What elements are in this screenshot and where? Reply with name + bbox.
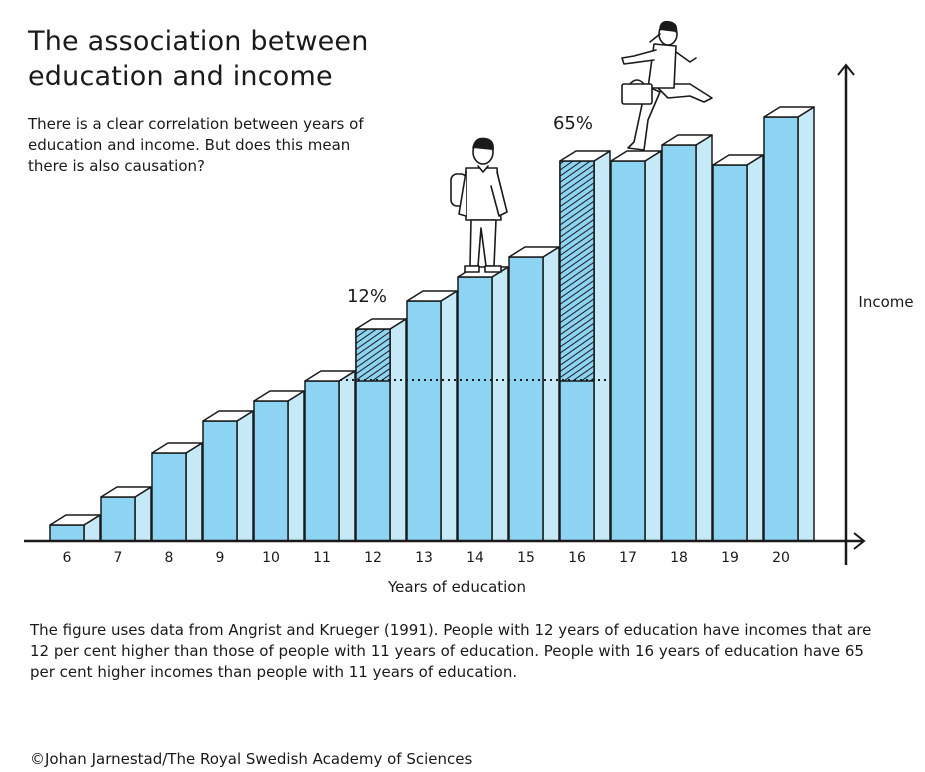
x-axis-arrow-icon	[853, 532, 866, 550]
x-tick-label: 9	[216, 550, 225, 566]
bar-front	[100, 496, 136, 542]
bar-increase-hatch	[355, 328, 391, 382]
bar-top	[202, 410, 254, 422]
bar-front	[508, 256, 544, 542]
bar-top	[355, 318, 407, 330]
y-axis-arrow-icon	[837, 63, 855, 76]
bar-20	[763, 106, 815, 542]
x-tick-label: 16	[568, 550, 586, 566]
bar-front	[304, 380, 340, 542]
bar-8	[151, 442, 203, 542]
bar-top	[253, 390, 305, 402]
bar-12	[355, 318, 407, 542]
bar-15	[508, 246, 560, 542]
x-axis-label: Years of education	[387, 578, 526, 596]
bar-top	[406, 290, 458, 302]
bar-front	[610, 160, 646, 542]
x-tick-label: 17	[619, 550, 637, 566]
annotation-65-percent: 65%	[553, 113, 593, 134]
bar-front	[151, 452, 187, 542]
bar-side	[644, 150, 662, 542]
bar-side	[593, 150, 611, 542]
y-axis	[837, 63, 855, 565]
x-axis	[24, 532, 866, 550]
credit-line: ©Johan Jarnestad/The Royal Swedish Acade…	[30, 750, 473, 768]
bar-increase-hatch	[559, 160, 595, 382]
bar-side	[287, 390, 305, 542]
x-tick-label: 6	[63, 550, 72, 566]
bar-top	[304, 370, 356, 382]
annotation-12-percent: 12%	[347, 286, 387, 307]
bar-top	[49, 514, 101, 526]
bar-top	[508, 246, 560, 258]
bar-17	[610, 150, 662, 542]
bar-16	[559, 150, 611, 542]
y-axis-label: Income	[858, 293, 913, 311]
bar-14	[457, 266, 509, 542]
bar-side	[797, 106, 815, 542]
bar-18	[661, 134, 713, 542]
bar-side	[185, 442, 203, 542]
x-tick-label: 14	[466, 550, 484, 566]
bar-front	[712, 164, 748, 542]
bar-top	[559, 150, 611, 162]
bar-top	[151, 442, 203, 454]
bar-13	[406, 290, 458, 542]
bar-6	[49, 514, 101, 542]
education-income-chart: 6 7 8 9 10 11 12 13 14 15 16 17 18 19 20 Years of educ…	[24, 20, 914, 596]
bar-side	[695, 134, 713, 542]
x-tick-label: 7	[114, 550, 123, 566]
bar-side	[542, 246, 560, 542]
bar-front	[661, 144, 697, 542]
bar-front	[253, 400, 289, 542]
x-tick-label: 19	[721, 550, 739, 566]
bars-group	[49, 106, 815, 542]
bar-front	[763, 116, 799, 542]
bar-7	[100, 486, 152, 542]
bar-side	[491, 266, 509, 542]
bar-top	[661, 134, 713, 146]
bar-front	[406, 300, 442, 542]
bar-top	[100, 486, 152, 498]
bar-side	[440, 290, 458, 542]
x-tick-label: 11	[313, 550, 331, 566]
standing-person-icon	[450, 137, 508, 273]
x-tick-label: 12	[364, 550, 382, 566]
bar-front	[49, 524, 85, 542]
bar-front	[457, 276, 493, 542]
bar-side	[746, 154, 764, 542]
bar-top	[610, 150, 662, 162]
bar-side	[236, 410, 254, 542]
bar-front	[202, 420, 238, 542]
bar-top	[763, 106, 815, 118]
x-tick-label: 15	[517, 550, 535, 566]
x-tick-label: 8	[165, 550, 174, 566]
bar-side	[338, 370, 356, 542]
bar-side	[389, 318, 407, 542]
x-tick-label: 20	[772, 550, 790, 566]
bar-9	[202, 410, 254, 542]
walking-person-icon	[621, 20, 713, 151]
x-tick-label: 10	[262, 550, 280, 566]
bar-11	[304, 370, 356, 542]
chart-subtitle: There is a clear correlation between yea…	[28, 115, 364, 175]
x-tick-label: 18	[670, 550, 688, 566]
bar-19	[712, 154, 764, 542]
bar-10	[253, 390, 305, 542]
chart-title: The association between education and in…	[28, 26, 369, 92]
bar-top	[712, 154, 764, 166]
figure-caption: The figure uses data from Angrist and Kr…	[30, 621, 872, 681]
x-tick-labels: 6 7 8 9 10 11 12 13 14 15 16 17 18 19 20	[63, 550, 790, 566]
x-tick-label: 13	[415, 550, 433, 566]
